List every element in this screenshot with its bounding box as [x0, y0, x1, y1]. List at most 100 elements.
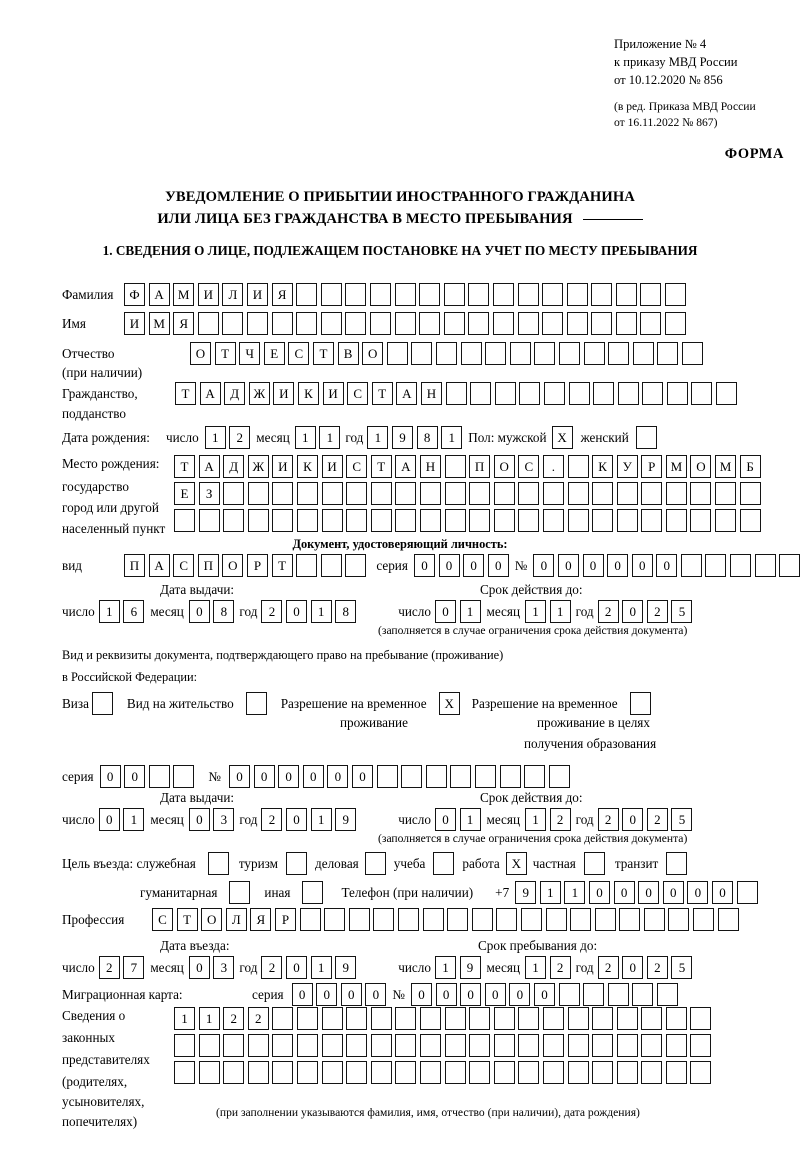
char-cell[interactable]: 8 — [416, 426, 438, 449]
char-cell[interactable]: 0 — [438, 554, 460, 577]
char-cell[interactable]: 0 — [656, 554, 678, 577]
char-cell[interactable] — [345, 554, 367, 577]
char-cell[interactable] — [296, 554, 318, 577]
char-cell[interactable] — [247, 1061, 269, 1084]
char-cell[interactable]: 7 — [123, 956, 145, 979]
char-cell[interactable]: Т — [271, 554, 293, 577]
char-cell[interactable]: 9 — [515, 881, 537, 904]
char-cell[interactable]: 0 — [124, 765, 146, 788]
char-cell[interactable] — [348, 908, 370, 931]
char-cell[interactable] — [345, 312, 367, 335]
char-cell[interactable]: 0 — [278, 765, 300, 788]
char-cell[interactable]: 0 — [711, 881, 733, 904]
char-cell[interactable] — [592, 1034, 614, 1057]
char-cell[interactable] — [447, 908, 469, 931]
char-cell[interactable] — [518, 509, 540, 532]
char-cell[interactable]: Ч — [239, 342, 261, 365]
char-cell[interactable] — [321, 1034, 343, 1057]
char-cell[interactable] — [419, 312, 441, 335]
char-cell[interactable] — [173, 765, 195, 788]
char-cell[interactable] — [715, 509, 737, 532]
char-cell[interactable]: К — [296, 455, 318, 478]
char-cell[interactable]: А — [198, 455, 220, 478]
char-cell[interactable] — [435, 342, 457, 365]
char-cell[interactable] — [296, 1034, 318, 1057]
char-cell[interactable]: 1 — [539, 881, 561, 904]
char-cell[interactable]: 0 — [188, 808, 210, 831]
char-cell[interactable]: П — [124, 554, 145, 577]
purpose-work-checkbox[interactable]: X — [505, 852, 527, 875]
char-cell[interactable]: 0 — [588, 881, 610, 904]
char-cell[interactable]: З — [198, 482, 220, 505]
char-cell[interactable]: 0 — [365, 983, 387, 1006]
char-cell[interactable] — [369, 283, 391, 306]
char-cell[interactable]: К — [592, 455, 614, 478]
char-cell[interactable] — [619, 908, 641, 931]
char-cell[interactable] — [615, 283, 637, 306]
char-cell[interactable] — [444, 1007, 466, 1030]
char-cell[interactable] — [370, 482, 392, 505]
char-cell[interactable] — [542, 1007, 564, 1030]
char-cell[interactable]: И — [321, 455, 343, 478]
char-cell[interactable]: 2 — [98, 956, 120, 979]
char-cell[interactable]: 2 — [646, 600, 668, 623]
char-cell[interactable]: 1 — [98, 600, 120, 623]
char-cell[interactable] — [321, 1007, 343, 1030]
char-cell[interactable] — [370, 1034, 392, 1057]
char-cell[interactable] — [444, 482, 466, 505]
char-cell[interactable] — [469, 1007, 491, 1030]
char-cell[interactable]: 2 — [229, 426, 251, 449]
char-cell[interactable] — [386, 342, 408, 365]
char-cell[interactable]: 0 — [484, 983, 506, 1006]
char-cell[interactable] — [395, 482, 417, 505]
char-cell[interactable]: 0 — [286, 956, 308, 979]
char-cell[interactable]: 2 — [549, 808, 571, 831]
char-cell[interactable] — [736, 881, 758, 904]
char-cell[interactable]: 0 — [98, 808, 120, 831]
char-cell[interactable]: Я — [250, 908, 272, 931]
char-cell[interactable] — [567, 1034, 589, 1057]
char-cell[interactable]: Ж — [248, 382, 270, 405]
char-cell[interactable] — [542, 312, 564, 335]
char-cell[interactable] — [320, 554, 342, 577]
char-cell[interactable]: . — [542, 455, 564, 478]
char-cell[interactable]: С — [347, 382, 369, 405]
char-cell[interactable] — [443, 283, 465, 306]
char-cell[interactable] — [419, 482, 441, 505]
char-cell[interactable] — [566, 312, 588, 335]
char-cell[interactable] — [469, 509, 491, 532]
char-cell[interactable] — [730, 554, 752, 577]
char-cell[interactable]: 0 — [340, 983, 362, 1006]
char-cell[interactable] — [370, 1007, 392, 1030]
char-cell[interactable]: И — [272, 455, 294, 478]
char-cell[interactable] — [493, 509, 515, 532]
char-cell[interactable]: С — [288, 342, 310, 365]
char-cell[interactable] — [518, 1007, 540, 1030]
char-cell[interactable] — [665, 509, 687, 532]
char-cell[interactable] — [665, 1034, 687, 1057]
char-cell[interactable] — [524, 765, 546, 788]
char-cell[interactable]: 1 — [549, 600, 571, 623]
char-cell[interactable] — [681, 342, 703, 365]
char-cell[interactable]: 0 — [662, 881, 684, 904]
char-cell[interactable] — [548, 765, 570, 788]
char-cell[interactable] — [272, 1061, 294, 1084]
char-cell[interactable]: 1 — [310, 956, 332, 979]
char-cell[interactable]: 2 — [597, 956, 619, 979]
char-cell[interactable] — [517, 312, 539, 335]
char-cell[interactable]: 5 — [671, 600, 693, 623]
char-cell[interactable] — [591, 283, 613, 306]
char-cell[interactable]: Н — [420, 382, 442, 405]
char-cell[interactable] — [617, 382, 639, 405]
char-cell[interactable] — [198, 1061, 220, 1084]
char-cell[interactable]: 0 — [286, 808, 308, 831]
char-cell[interactable]: 1 — [525, 808, 547, 831]
char-cell[interactable]: 3 — [213, 808, 235, 831]
char-cell[interactable] — [419, 1007, 441, 1030]
char-cell[interactable] — [174, 1061, 195, 1084]
